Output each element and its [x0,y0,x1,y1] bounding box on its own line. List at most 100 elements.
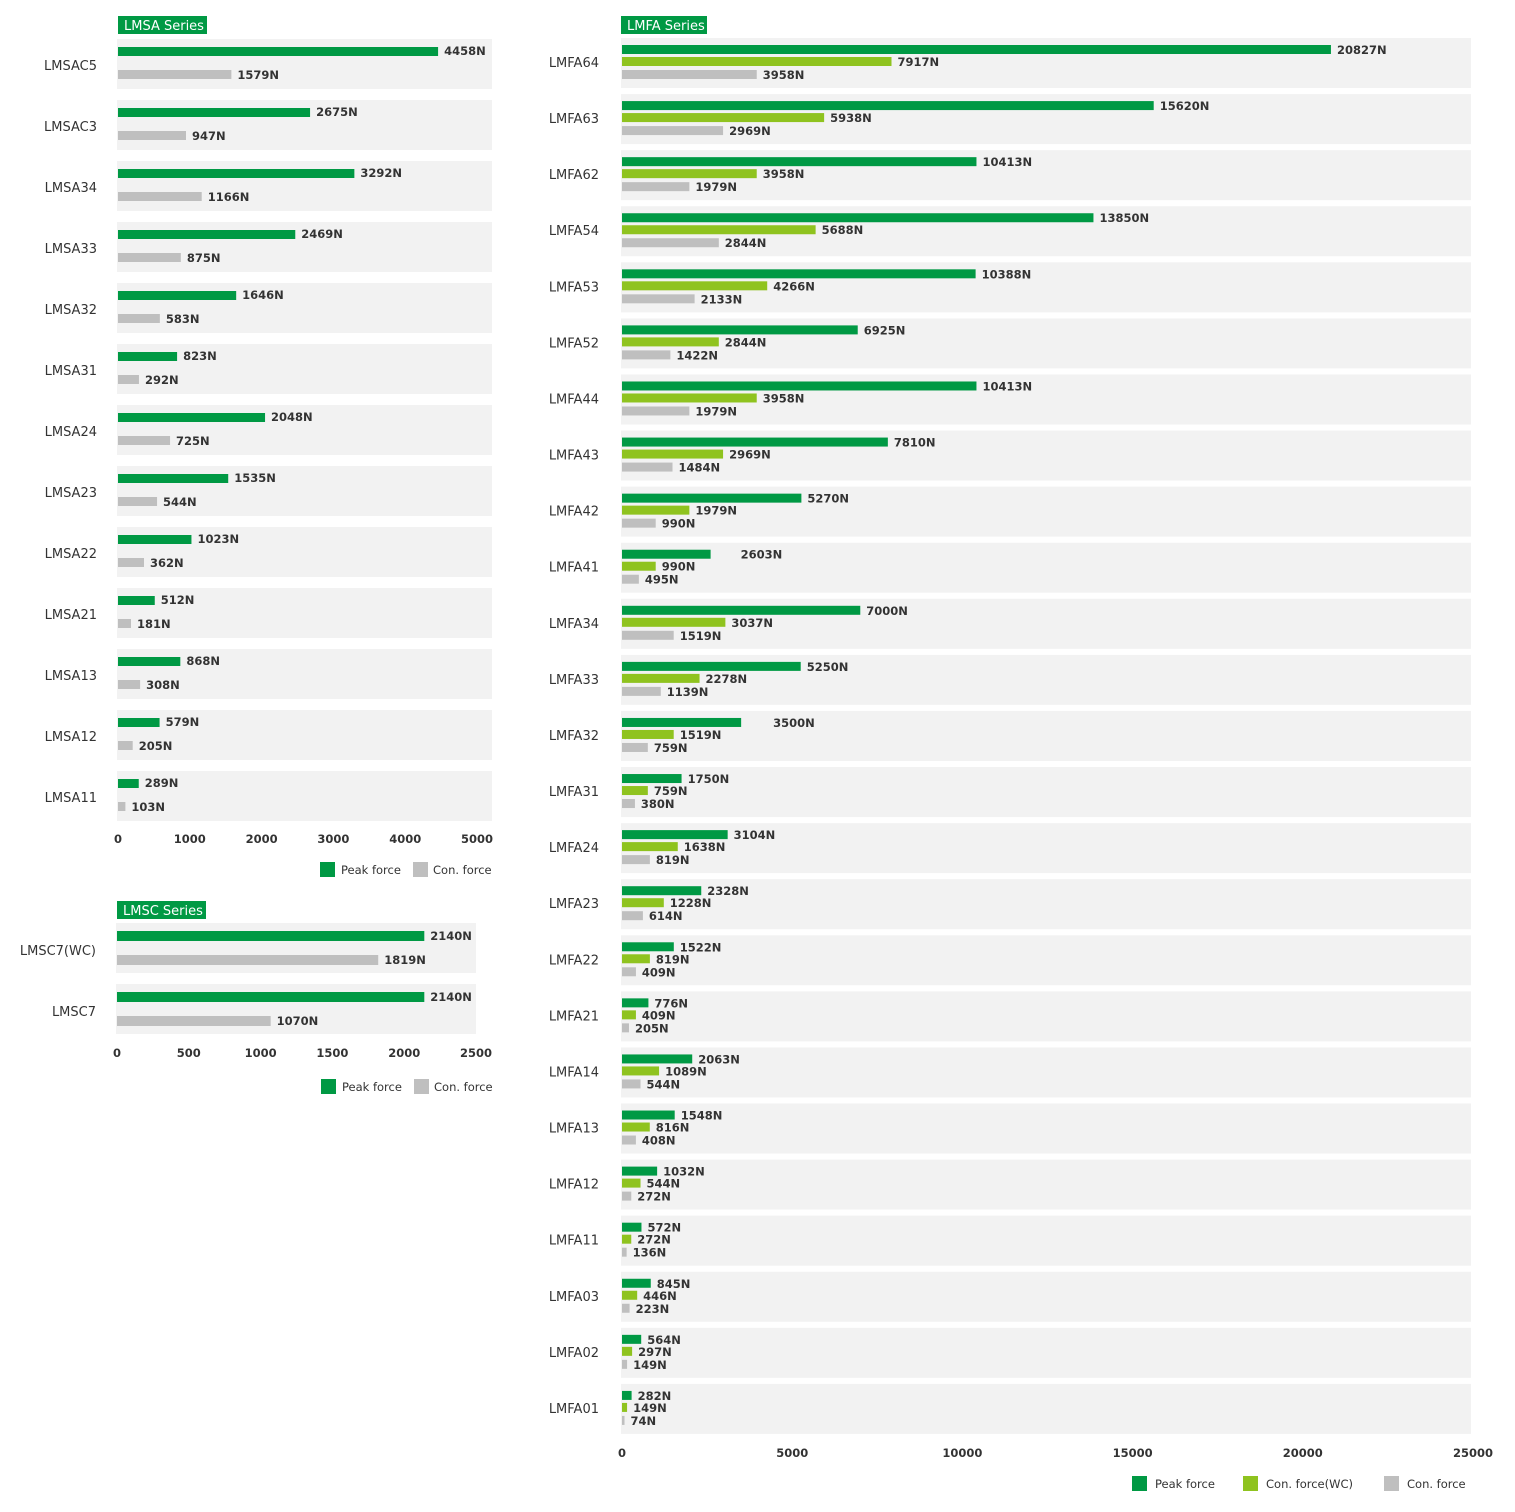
lmfa-category-label: LMFA62 [549,168,599,183]
lmfa-value-label: 990N [662,517,696,531]
lmfa-value-label: 759N [654,741,688,755]
lmfa-bar-2 [622,911,643,921]
lmfa-bar-2 [622,686,661,696]
lmfa-row-band [621,1327,1471,1378]
lmfa-row-band [621,935,1471,986]
lmfa-category-label: LMFA34 [549,617,599,632]
lmsa-bar-0 [118,291,237,300]
lmfa-category-label: LMFA12 [549,1178,599,1193]
lmfa-bar-1 [622,673,700,683]
lmfa-category-label: LMFA01 [549,1402,599,1417]
lmfa-value-label: 20827N [1337,43,1387,57]
lmsa-bar-0 [118,169,355,178]
lmfa-category-label: LMFA11 [549,1234,599,1249]
lmsa-value-label: 308N [146,678,180,692]
lmfa-value-label: 2969N [729,124,771,138]
lmsa-category-label: LMSA12 [45,730,97,745]
lmfa-bar-0 [622,381,977,391]
lmfa-value-label: 1979N [695,504,737,518]
lmfa-bar-2 [622,1023,629,1033]
lmfa-category-label: LMFA44 [549,392,599,407]
lmsa-value-label: 181N [137,617,171,631]
lmsa-bar-1 [118,741,133,750]
lmsa-bar-1 [118,497,158,506]
lmfa-bar-0 [622,661,801,671]
lmsa-bar-1 [118,619,131,628]
lmfa-row-band [621,823,1471,874]
lmfa-value-label: 3037N [731,616,773,630]
lmfa-bar-2 [622,406,690,416]
lmfa-bar-2 [622,1191,632,1201]
lmsa-title-badge [118,16,207,34]
lmsa-tick-label: 1000 [174,832,206,846]
lmsa-legend-swatch [320,862,335,877]
lmsc-tick-label: 2000 [388,1046,420,1060]
lmsa-value-label: 1166N [208,190,250,204]
lmsa-value-label: 1023N [197,532,239,546]
lmsa-value-label: 1646N [242,288,284,302]
lmsa-category-label: LMSA31 [45,364,97,379]
lmsc-value-label: 1070N [277,1014,319,1028]
lmfa-title-badge [621,16,707,34]
lmsa-value-label: 579N [166,715,200,729]
lmfa-value-label: 3958N [763,391,805,405]
lmfa-bar-2 [622,238,719,248]
lmfa-category-label: LMFA42 [549,505,599,520]
lmfa-bar-1 [622,449,724,459]
lmfa-bar-2 [622,1359,628,1369]
lmfa-row-band [621,991,1471,1042]
lmsc-value-label: 1819N [384,953,426,967]
lmsc-title: LMSC Series [123,904,203,919]
lmsc-tick-label: 1000 [245,1046,277,1060]
lmsc-value-label: 2140N [430,929,472,943]
lmfa-value-label: 7917N [897,55,939,69]
lmfa-bar-1 [622,1402,628,1412]
lmfa-value-label: 1089N [665,1064,707,1078]
lmfa-value-label: 3500N [773,716,815,730]
lmsa-category-label: LMSAC5 [44,59,97,74]
lmfa-legend-label: Peak force [1155,1477,1215,1491]
lmfa-bar-0 [622,1222,642,1232]
lmfa-bar-1 [622,729,674,739]
lmfa-bar-2 [622,1415,625,1425]
lmfa-bar-0 [622,1278,651,1288]
lmfa-bar-1 [622,57,892,66]
lmfa-bar-0 [622,942,674,952]
lmsa-value-label: 875N [187,251,221,265]
lmsc-legend-swatch [414,1079,429,1094]
lmfa-bar-1 [622,842,678,852]
lmsa-bar-1 [118,131,186,140]
lmfa-value-label: 759N [654,784,688,798]
lmfa-value-label: 10388N [982,267,1032,281]
lmsa-value-label: 2048N [271,410,313,424]
lmsc-category-label: LMSC7 [52,1005,96,1020]
lmfa-bar-1 [622,1178,641,1188]
lmfa-value-label: 10413N [982,155,1032,169]
lmfa-bar-1 [622,1122,650,1132]
lmfa-bar-0 [622,1390,632,1400]
lmfa-value-label: 3958N [763,167,805,181]
lmsa-bar-1 [118,375,139,384]
lmsa-value-label: 292N [145,373,179,387]
lmfa-bar-2 [622,182,690,192]
lmsa-category-label: LMSA33 [45,242,97,257]
lmfa-tick-label: 20000 [1283,1446,1323,1460]
lmfa-value-label: 1548N [681,1109,723,1123]
lmfa-row-band [621,1047,1471,1098]
lmfa-value-label: 2328N [707,884,749,898]
lmfa-value-label: 1139N [667,685,709,699]
lmfa-value-label: 3958N [763,68,805,82]
lmsa-bar-0 [118,230,296,239]
lmfa-value-label: 10413N [982,379,1032,393]
lmsa-value-label: 868N [186,654,220,668]
lmfa-legend-swatch [1384,1476,1399,1491]
lmfa-category-label: LMFA43 [549,449,599,464]
lmsa-value-label: 2675N [316,105,358,119]
lmfa-row-band [621,1103,1471,1154]
lmfa-bar-0 [622,1110,675,1120]
lmsa-row-band [117,344,492,394]
lmfa-category-label: LMFA03 [549,1290,599,1305]
lmsa-row-band [117,100,492,150]
lmfa-bar-0 [622,774,682,784]
lmfa-bar-0 [622,437,888,447]
